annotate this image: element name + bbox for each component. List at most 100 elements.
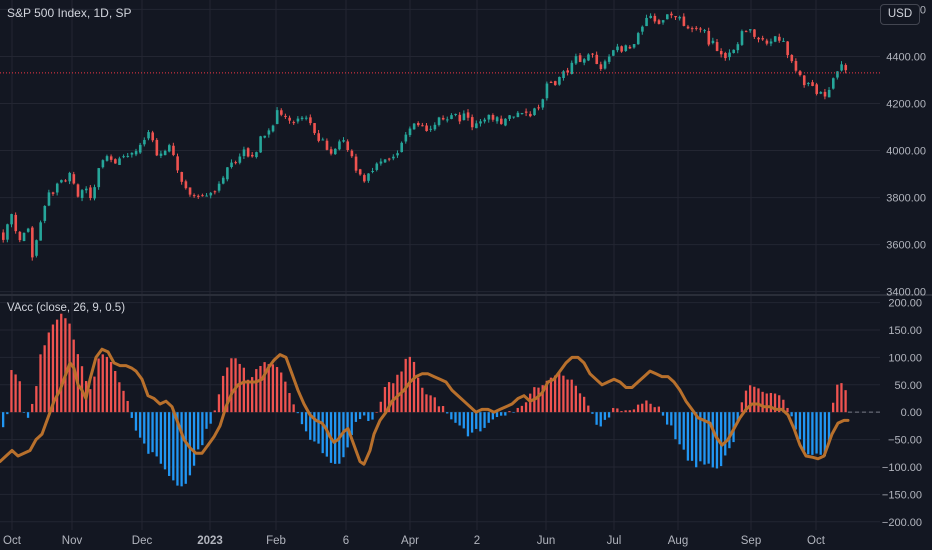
histogram-bar bbox=[583, 396, 586, 413]
candle bbox=[765, 38, 769, 46]
grid bbox=[0, 0, 880, 530]
histogram-bar bbox=[807, 412, 810, 455]
histogram-bar bbox=[719, 412, 723, 467]
candle-body bbox=[549, 81, 553, 83]
histogram-bar bbox=[143, 412, 146, 444]
time-tick-label: Jun bbox=[537, 535, 556, 547]
candle bbox=[93, 184, 96, 201]
candle-body bbox=[417, 123, 420, 126]
candle bbox=[520, 112, 524, 115]
candle bbox=[304, 115, 308, 121]
candle bbox=[495, 116, 499, 124]
candle-body bbox=[309, 117, 312, 124]
candle bbox=[790, 54, 794, 64]
histogram-bar bbox=[790, 412, 793, 417]
candle bbox=[749, 29, 752, 33]
histogram-bar bbox=[10, 370, 13, 413]
histogram-bar bbox=[392, 383, 395, 413]
candle bbox=[26, 227, 30, 233]
candle-body bbox=[68, 172, 71, 182]
indicator-tick-label: 0.00 bbox=[901, 407, 922, 419]
candle-body bbox=[35, 240, 38, 256]
candle bbox=[338, 139, 341, 151]
candle-body bbox=[387, 158, 391, 160]
histogram-bar bbox=[275, 367, 279, 413]
candle-body bbox=[80, 190, 84, 199]
histogram-bar bbox=[163, 412, 167, 470]
price-tick-label: 3400.00 bbox=[886, 287, 926, 299]
candle-body bbox=[26, 228, 30, 232]
candle bbox=[516, 111, 520, 118]
histogram-bar bbox=[682, 412, 685, 450]
candle-body bbox=[143, 139, 146, 145]
candle-body bbox=[429, 128, 433, 130]
candle-body bbox=[807, 83, 810, 85]
histogram-bar bbox=[89, 389, 92, 413]
candle-body bbox=[412, 123, 416, 130]
candle-body bbox=[288, 117, 291, 121]
candle-body bbox=[234, 162, 237, 164]
candle-body bbox=[425, 125, 428, 132]
candle bbox=[454, 113, 457, 117]
candle-body bbox=[159, 153, 163, 156]
candle-body bbox=[500, 118, 503, 124]
candle-body bbox=[811, 82, 814, 86]
histogram-bar bbox=[628, 410, 631, 413]
histogram-bar bbox=[35, 386, 38, 413]
candle bbox=[686, 24, 690, 30]
histogram-bar bbox=[234, 358, 237, 413]
candle-body bbox=[541, 99, 545, 108]
candle-body bbox=[60, 180, 63, 183]
candle bbox=[201, 193, 204, 197]
candle bbox=[176, 153, 179, 173]
histogram-bar bbox=[180, 412, 183, 487]
candle bbox=[690, 26, 694, 33]
histogram-bar bbox=[6, 412, 9, 415]
histogram-bar bbox=[690, 412, 694, 461]
candle-body bbox=[64, 180, 67, 182]
histogram-bar bbox=[670, 412, 673, 426]
histogram-bar bbox=[342, 412, 345, 458]
candle bbox=[641, 25, 644, 35]
histogram-bar bbox=[479, 412, 482, 432]
histogram-bar bbox=[458, 412, 461, 426]
histogram-bar bbox=[446, 412, 449, 414]
indicator-tick-label: −200.00 bbox=[882, 517, 922, 529]
histogram-bar bbox=[641, 403, 644, 413]
candle bbox=[815, 82, 818, 96]
candle bbox=[97, 167, 101, 190]
candle bbox=[18, 230, 22, 243]
candle-body bbox=[836, 71, 839, 78]
histogram-bar bbox=[475, 412, 478, 429]
candle-body bbox=[375, 163, 379, 170]
candle-body bbox=[778, 36, 781, 41]
candle-body bbox=[666, 14, 669, 20]
candle-body bbox=[591, 53, 594, 55]
candle-body bbox=[379, 161, 383, 164]
histogram-bar bbox=[454, 412, 457, 423]
currency-button[interactable]: USD bbox=[880, 4, 920, 25]
histogram-bar bbox=[2, 412, 5, 428]
candle bbox=[645, 14, 648, 27]
indicator-tick-label: −150.00 bbox=[882, 489, 922, 501]
time-tick-label: 2023 bbox=[197, 535, 223, 547]
candle bbox=[483, 117, 486, 124]
candle-body bbox=[661, 20, 665, 23]
candle bbox=[811, 79, 814, 87]
candle-body bbox=[197, 195, 200, 197]
histogram-bar bbox=[155, 412, 158, 457]
histogram-bar bbox=[512, 412, 515, 413]
candle-body bbox=[508, 115, 511, 119]
histogram-bar bbox=[744, 390, 748, 413]
histogram-bar bbox=[815, 412, 818, 454]
indicator-tick-label: 150.00 bbox=[888, 325, 922, 337]
candle-body bbox=[404, 134, 408, 142]
histogram-bar bbox=[811, 412, 814, 455]
candle bbox=[703, 28, 706, 34]
histogram-bar bbox=[429, 395, 432, 413]
candle-body bbox=[732, 49, 735, 54]
candle-body bbox=[632, 44, 636, 48]
candle bbox=[603, 59, 607, 70]
candle-body bbox=[118, 158, 121, 165]
candle-body bbox=[558, 77, 561, 85]
